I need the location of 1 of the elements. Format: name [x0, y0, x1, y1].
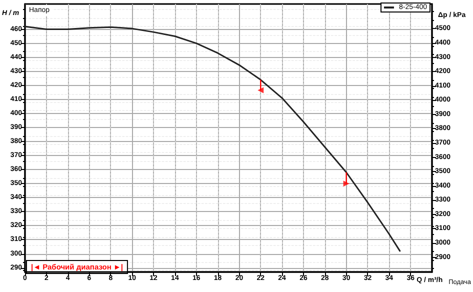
line-series [24, 26, 401, 252]
